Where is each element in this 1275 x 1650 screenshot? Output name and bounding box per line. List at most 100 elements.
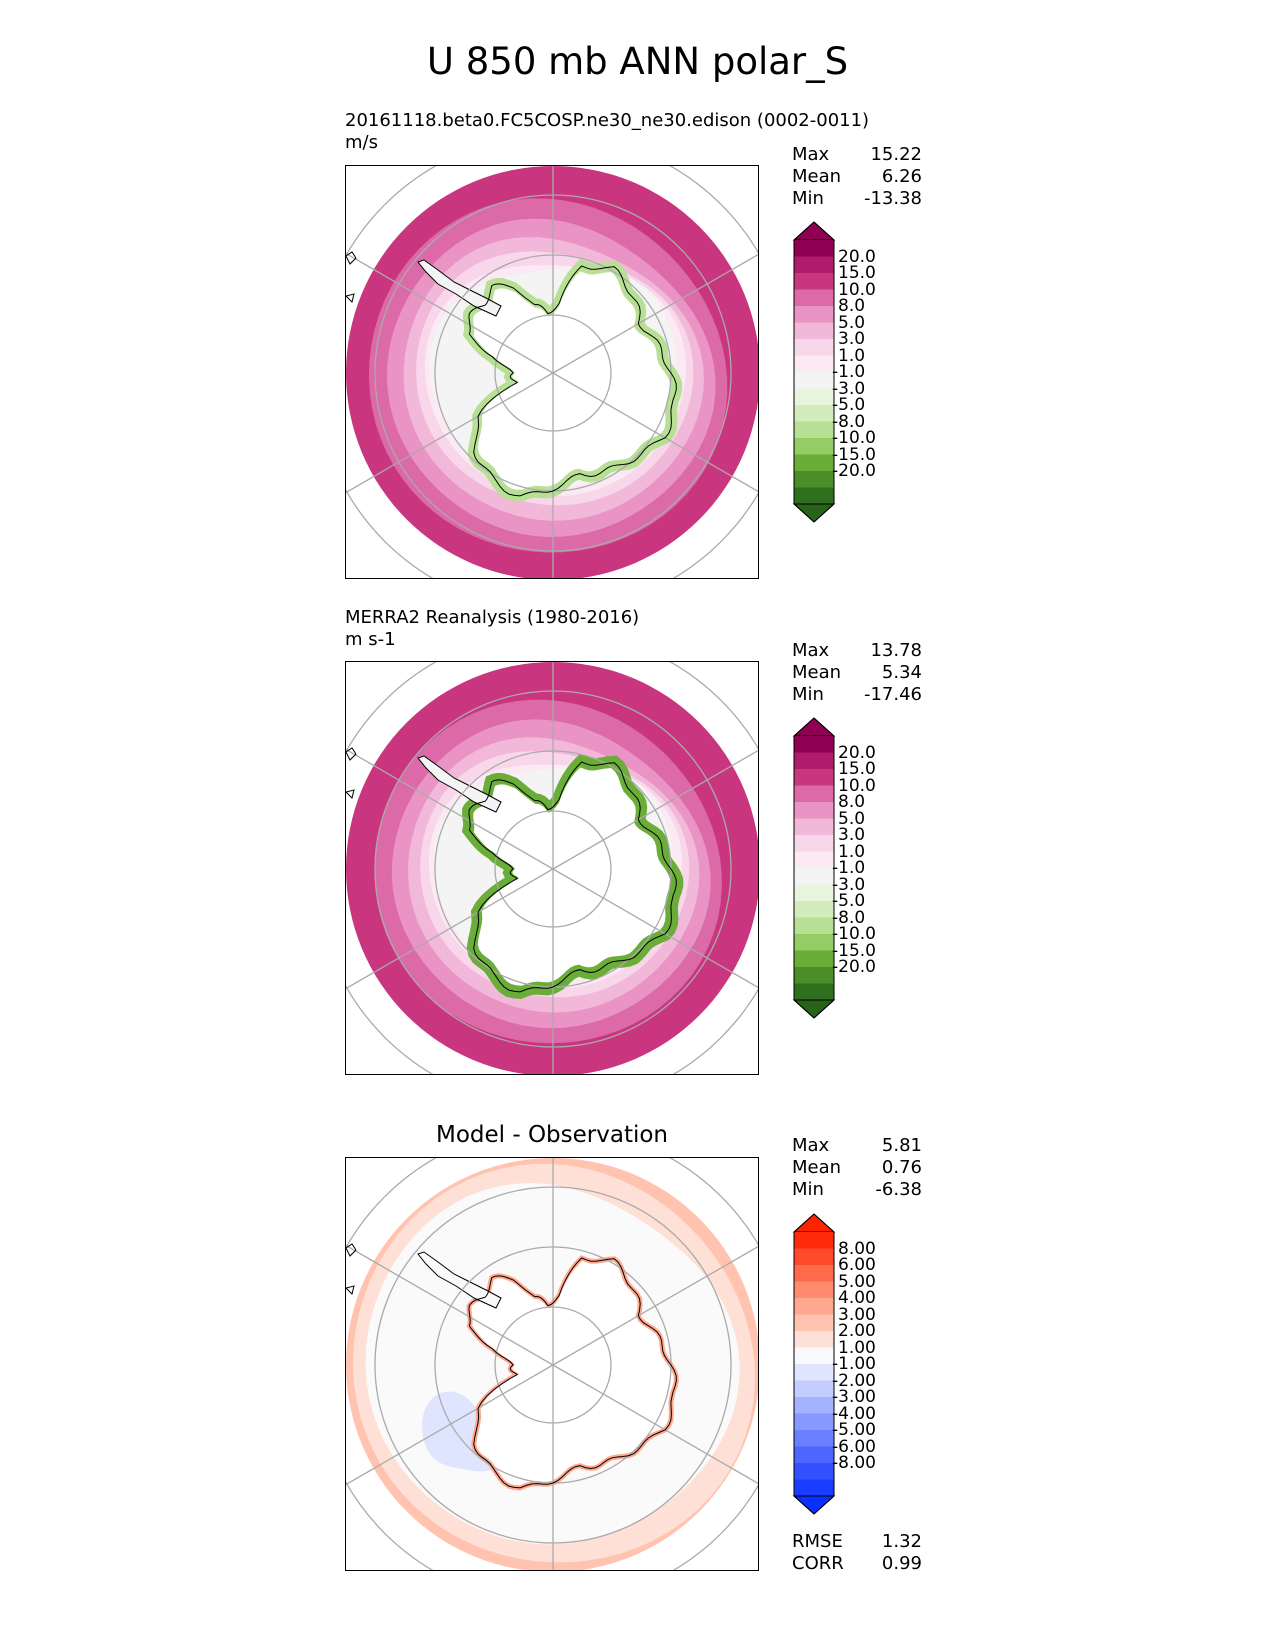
colorbar-tick-label: 5.0 — [838, 808, 866, 829]
stat-max: Max 13.78 — [792, 640, 922, 662]
meridian — [346, 1244, 554, 1366]
stat-min: Min -6.38 — [792, 1179, 922, 1201]
colorbar-segment — [794, 1265, 834, 1282]
polar-map-test — [346, 166, 758, 578]
colorbar-extend-bottom — [792, 999, 836, 1019]
colorbar-segment — [794, 851, 834, 869]
colorbar-segment — [794, 901, 834, 918]
colorbar-segment — [794, 1364, 834, 1381]
colorbar-segment — [794, 1430, 834, 1447]
stat-corr: CORR 0.99 — [792, 1553, 922, 1575]
stat-value: 5.81 — [881, 1135, 922, 1156]
colorbar-tick-label: 8.00 — [838, 1238, 876, 1259]
meridian — [346, 252, 554, 374]
colorbar-segment — [794, 438, 834, 455]
colorbar-tick-label: 8.0 — [838, 296, 866, 316]
stat-label: Min — [792, 188, 824, 209]
colorbar-tick-label: -20.0 — [832, 461, 876, 481]
colorbar-segment — [794, 306, 834, 323]
colorbar-tick-label: -4.00 — [832, 1403, 876, 1424]
colorbar-tick-label: 15.0 — [838, 263, 876, 283]
colorbar-tick-label: -1.00 — [832, 1354, 876, 1374]
map-frame-mask — [346, 662, 758, 1074]
outer-grid — [346, 1158, 758, 1570]
stat-value: 0.76 — [881, 1157, 922, 1178]
colorbar-tick-label: 20.0 — [838, 246, 876, 267]
stat-mean: Mean 6.26 — [792, 166, 922, 188]
meridian — [552, 1245, 758, 1366]
colorbar-tick-label: 2.00 — [838, 1321, 876, 1341]
colorbar-segment — [794, 752, 834, 770]
colorbar-segment — [794, 785, 834, 803]
stat-value: -13.38 — [863, 188, 922, 209]
coastline — [468, 265, 677, 497]
meridian — [552, 372, 758, 493]
colorbar-segment — [794, 355, 834, 373]
colorbar-segment — [794, 1479, 834, 1497]
stat-value: 0.99 — [881, 1553, 922, 1574]
outer-grid — [346, 662, 758, 1074]
stat-label: Mean — [792, 662, 842, 683]
colorbar-tick-label: -15.0 — [832, 940, 876, 961]
colorbar-tick-label: -8.00 — [832, 1453, 876, 1473]
colorbar-segment — [794, 769, 834, 786]
colorbar-segment — [794, 372, 834, 389]
stat-label: Max — [792, 1135, 830, 1156]
lat-lon-grid — [346, 1158, 758, 1570]
meridian — [552, 749, 758, 870]
colorbar-extend-bottom — [792, 1495, 836, 1515]
colorbar-tick-label: -10.0 — [832, 428, 876, 448]
colorbar-segment — [794, 1463, 834, 1480]
colorbar-extend-top — [792, 717, 836, 737]
colorbar-tick-label: -8.0 — [832, 411, 866, 432]
map-frame-mask — [346, 166, 758, 578]
colorbar-tick-label: 5.0 — [838, 312, 866, 333]
colorbar-ref — [792, 717, 836, 1019]
colorbar-segment — [794, 917, 834, 935]
colorbar-tick-label: 4.00 — [838, 1288, 876, 1308]
colorbar-tick-label: 10.0 — [838, 279, 876, 300]
colorbar-tick-label: -3.0 — [832, 378, 866, 399]
meridian — [346, 868, 554, 990]
panel-diff-map — [345, 1157, 759, 1571]
colorbar-segment — [794, 240, 834, 257]
meridian — [346, 372, 554, 494]
colorbar-segment — [794, 256, 834, 274]
colorbar-segment — [794, 1248, 834, 1266]
figure-title: U 850 mb ANN polar_S — [426, 40, 849, 83]
colorbar-segment — [794, 1232, 834, 1249]
polar-map-diff — [346, 1158, 758, 1570]
stat-value: 15.22 — [870, 144, 922, 165]
colorbar-tick-label: 10.0 — [838, 775, 876, 796]
panel-diff-error-stats: RMSE 1.32 CORR 0.99 — [792, 1531, 922, 1575]
field-contours — [346, 166, 758, 578]
antarctica-land-inner — [473, 767, 671, 986]
stat-value: 6.26 — [881, 166, 922, 187]
stat-label: CORR — [792, 1553, 844, 1574]
stat-value: 1.32 — [881, 1531, 922, 1552]
colorbar-segment — [794, 454, 834, 472]
coastline — [468, 1257, 677, 1489]
stat-value: 5.34 — [881, 662, 922, 683]
coastline — [468, 761, 677, 993]
lat-lon-grid — [346, 166, 758, 578]
colorbar-segment — [794, 818, 834, 836]
colorbar-outline — [793, 717, 835, 1019]
colorbar-tick-label: -8.0 — [832, 907, 866, 928]
colorbar-segment — [794, 273, 834, 290]
colorbar-segment — [794, 950, 834, 968]
stat-label: Mean — [792, 1157, 842, 1178]
colorbar-tick-label: 8.0 — [838, 792, 866, 812]
outer-grid — [346, 166, 758, 578]
colorbar-tick-label: -5.0 — [832, 891, 866, 911]
polar-map-ref — [346, 662, 758, 1074]
colorbar-segment — [794, 1413, 834, 1431]
stat-max: Max 15.22 — [792, 144, 922, 166]
stat-label: RMSE — [792, 1531, 843, 1552]
colorbar-tick-label: 1.0 — [838, 345, 866, 366]
stat-value: -6.38 — [875, 1179, 922, 1200]
antarctic-peninsula — [417, 755, 502, 813]
colorbar-segment — [794, 1314, 834, 1332]
map-frame-mask — [346, 1158, 758, 1570]
panel-ref-units: m s-1 — [345, 629, 396, 650]
